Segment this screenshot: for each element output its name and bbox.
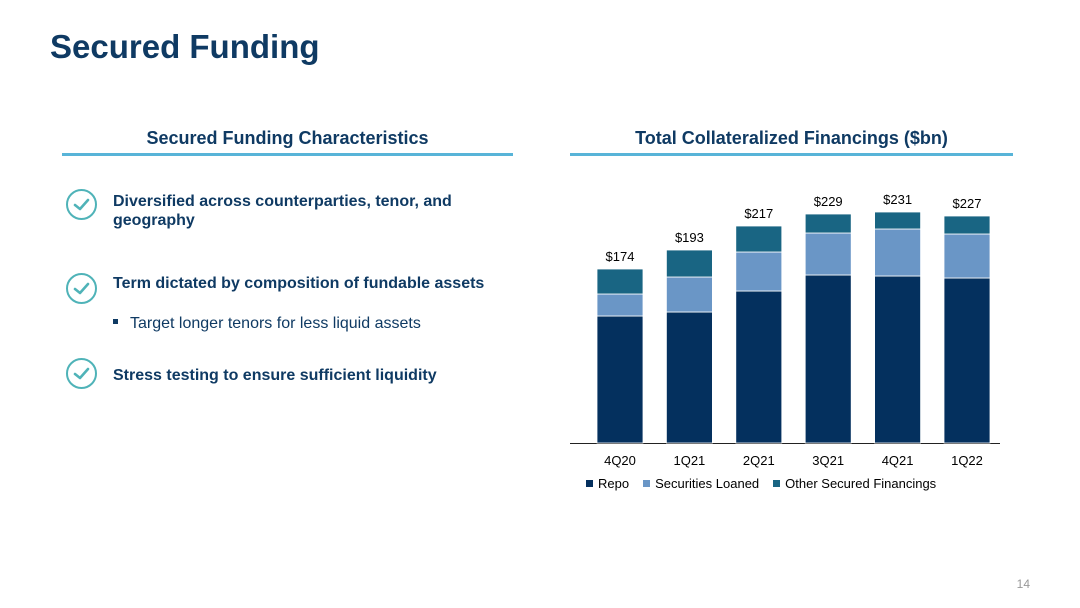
slide-title: Secured Funding — [50, 28, 320, 65]
legend-swatch — [643, 480, 651, 487]
total-data-label: $231 — [883, 192, 912, 207]
bar-segment-other-secured-financings — [804, 213, 852, 234]
bar-segment-securities-loaned — [666, 276, 713, 313]
legend-label: Securities Loaned — [655, 476, 760, 491]
sub-bullet-text: Target longer tenors for less liquid ass… — [130, 315, 421, 332]
x-tick-label: 1Q22 — [951, 453, 983, 468]
legend-label: Other Secured Financings — [785, 476, 937, 491]
bar-segment-securities-loaned — [943, 233, 991, 279]
x-tick-label: 4Q20 — [604, 453, 636, 468]
characteristics-heading: Secured Funding Characteristics — [146, 128, 429, 148]
square-bullet-icon — [113, 319, 118, 325]
bar-segment-other-secured-financings — [666, 249, 713, 278]
total-data-label: $217 — [744, 206, 773, 221]
legend-swatch — [773, 480, 781, 487]
check-circle-icon — [66, 358, 97, 389]
chart-title: Total Collateralized Financings ($bn) — [635, 128, 948, 148]
sub-bullet: Target longer tenors for less liquid ass… — [113, 315, 421, 333]
x-tick-label: 4Q21 — [882, 453, 914, 468]
x-tick-label: 2Q21 — [743, 453, 775, 468]
bar-segment-other-secured-financings — [943, 215, 991, 235]
bar-segment-other-secured-financings — [735, 225, 783, 253]
bullet-term: Term dictated by composition of fundable… — [66, 273, 516, 335]
bullet-text: Term dictated by composition of fundable… — [113, 275, 485, 292]
legend-item-other-secured: Other Secured Financings — [773, 476, 936, 491]
check-circle-icon — [66, 189, 97, 220]
bullet-diversified: Diversified across counterparties, tenor… — [66, 189, 516, 229]
bar-segment-repo — [596, 315, 644, 444]
page-number: 14 — [1016, 577, 1030, 591]
chart-rule — [570, 153, 1013, 156]
check-circle-icon — [66, 273, 97, 304]
bar-segment-securities-loaned — [596, 293, 644, 317]
bar-segment-securities-loaned — [735, 251, 783, 292]
legend-item-repo: Repo — [586, 476, 629, 491]
bar-segment-other-secured-financings — [596, 268, 644, 295]
bar-segment-repo — [874, 275, 922, 444]
total-data-label: $174 — [606, 249, 635, 264]
legend-swatch — [586, 480, 593, 487]
bar-segment-securities-loaned — [804, 232, 852, 276]
stacked-bar-chart: $174 4Q20 $193 1Q21 $217 2Q21 $229 3Q21 $231 4Q21… — [570, 192, 1000, 468]
bar-segment-other-secured-financings — [874, 211, 922, 230]
total-data-label: $193 — [675, 230, 704, 245]
x-tick-label: 3Q21 — [812, 453, 844, 468]
bar-segment-repo — [943, 277, 991, 444]
legend-item-securities-loaned: Securities Loaned — [643, 476, 759, 491]
bullet-text: Diversified across counterparties, tenor… — [113, 193, 452, 229]
total-data-label: $227 — [953, 196, 982, 211]
bullet-text: Stress testing to ensure sufficient liqu… — [113, 367, 437, 384]
characteristics-rule — [62, 153, 513, 156]
bullet-stress: Stress testing to ensure sufficient liqu… — [66, 358, 516, 390]
chart-legend: Repo Securities Loaned Other Secured Fin… — [586, 476, 936, 491]
bar-segment-repo — [804, 274, 852, 444]
bar-segment-securities-loaned — [874, 228, 922, 277]
total-data-label: $229 — [814, 194, 843, 209]
x-tick-label: 1Q21 — [673, 453, 705, 468]
legend-label: Repo — [598, 476, 630, 491]
bar-segment-repo — [735, 290, 783, 444]
bar-segment-repo — [666, 311, 713, 444]
